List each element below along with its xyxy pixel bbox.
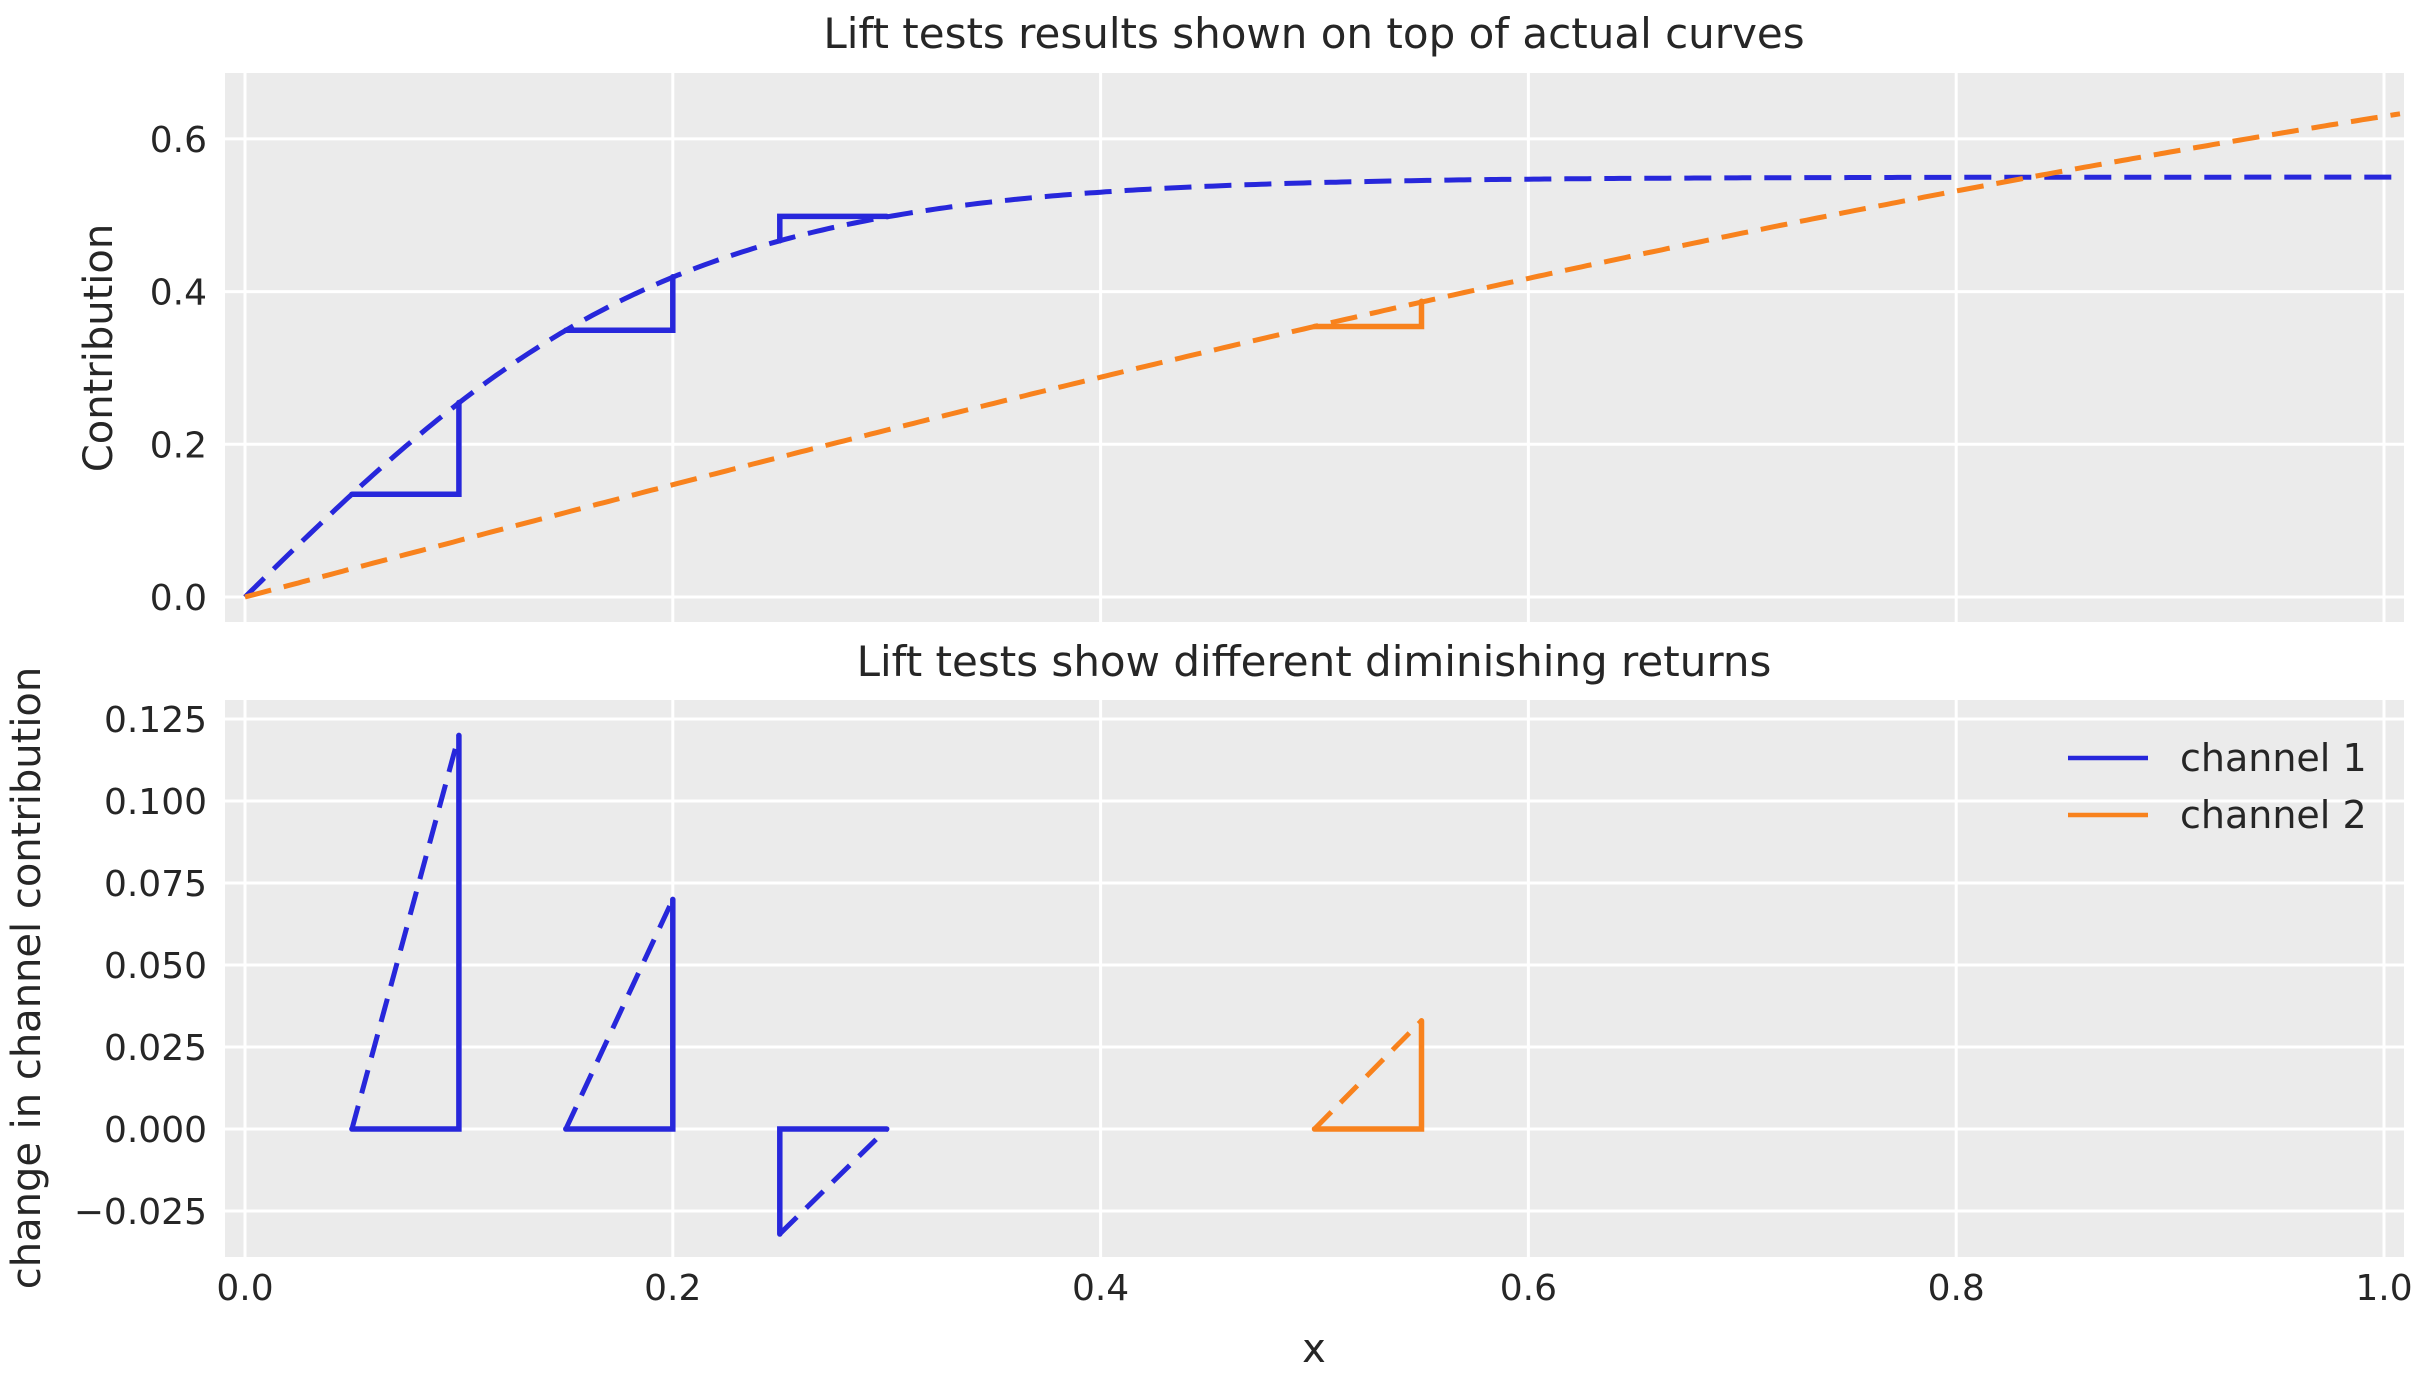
x-tick-label: 0.4 <box>1072 1268 1129 1309</box>
chart-canvas: 0.0 0.2 0.4 0.6 0.125 0.100 0.075 0.050 0.025 0.… <box>0 0 2434 1378</box>
y-tick-label: 0.4 <box>150 273 207 314</box>
x-tick-label: 1.0 <box>2355 1268 2412 1309</box>
x-axis-label: x <box>1302 1326 1326 1372</box>
x-tick-label: 0.0 <box>216 1268 273 1309</box>
top-plot-tick-labels: 0.0 0.2 0.4 0.6 <box>150 120 207 619</box>
bottom-plot-title: Lift tests show different diminishing re… <box>857 637 1772 686</box>
y-tick-label: 0.025 <box>104 1028 207 1069</box>
y-tick-label: 0.050 <box>104 946 207 987</box>
figure: 0.0 0.2 0.4 0.6 0.125 0.100 0.075 0.050 0.025 0.… <box>0 0 2434 1378</box>
top-plot-panel <box>225 73 2404 622</box>
y-tick-label: −0.025 <box>74 1192 207 1233</box>
y-tick-label: 0.100 <box>104 782 207 823</box>
y-tick-label: 0.6 <box>150 120 207 161</box>
y-tick-label: 0.000 <box>104 1110 207 1151</box>
legend-label-channel-1: channel 1 <box>2180 736 2367 780</box>
y-tick-label: 0.2 <box>150 425 207 466</box>
bottom-plot-ylabel: change in channel contribution <box>4 667 50 1290</box>
x-tick-label: 0.2 <box>644 1268 701 1309</box>
legend-label-channel-2: channel 2 <box>2180 793 2367 837</box>
x-tick-label: 0.6 <box>1500 1268 1557 1309</box>
top-plot-ylabel: Contribution <box>76 224 122 472</box>
y-tick-label: 0.0 <box>150 578 207 619</box>
y-tick-label: 0.075 <box>104 864 207 905</box>
x-tick-label: 0.8 <box>1928 1268 1985 1309</box>
y-tick-label: 0.125 <box>104 700 207 741</box>
top-plot-title: Lift tests results shown on top of actua… <box>823 9 1804 58</box>
bottom-plot-panel <box>225 700 2404 1257</box>
